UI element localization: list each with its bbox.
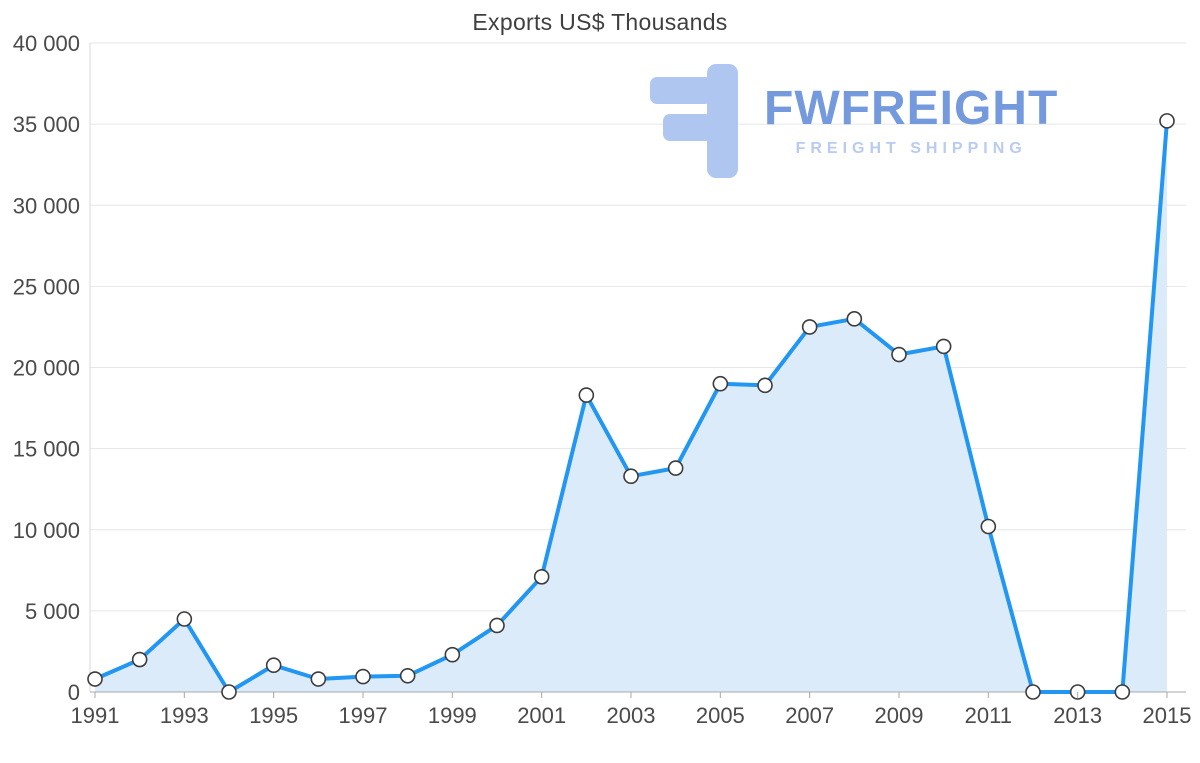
y-axis-label: 25 000 [13, 274, 80, 299]
data-point-marker [310, 671, 327, 687]
y-axis-label: 5 000 [25, 599, 80, 624]
x-axis-label: 2011 [965, 703, 1012, 728]
data-point-marker [667, 460, 684, 476]
x-axis-label: 1999 [428, 703, 477, 728]
data-point-marker [578, 387, 595, 403]
data-point-marker [87, 671, 103, 687]
data-point-marker [1025, 684, 1041, 700]
chart-title: Exports US$ Thousands [472, 9, 728, 35]
data-point-marker [355, 668, 371, 685]
data-point-marker [891, 346, 907, 363]
data-point-marker [846, 311, 863, 327]
data-point-marker [980, 518, 997, 535]
y-axis-label: 20 000 [13, 356, 80, 381]
data-point-marker [1114, 684, 1131, 700]
data-point-marker [489, 617, 505, 634]
data-point-marker [399, 667, 416, 684]
x-axis-label: 2003 [607, 703, 656, 728]
y-axis-label: 0 [68, 680, 80, 705]
x-axis-label: 1991 [71, 703, 120, 728]
y-axis-label: 10 000 [13, 518, 80, 543]
y-axis-label: 40 000 [13, 31, 80, 56]
y-axis-label: 30 000 [13, 193, 80, 218]
data-point-marker [935, 338, 952, 355]
data-point-marker [131, 651, 148, 668]
data-point-marker [623, 468, 639, 485]
x-axis-label: 2015 [1143, 703, 1192, 728]
data-point-marker [757, 377, 773, 394]
x-axis-label: 2005 [696, 703, 745, 728]
data-point-marker [444, 646, 461, 663]
x-axis-label: 2013 [1053, 703, 1102, 728]
data-point-marker [221, 684, 237, 700]
x-axis-label: 1993 [160, 703, 209, 728]
x-axis-label: 2009 [875, 703, 924, 728]
data-point-marker [176, 611, 193, 627]
x-axis-label: 2007 [785, 703, 834, 728]
x-axis-label: 2001 [517, 703, 566, 728]
x-axis-label: 1995 [249, 703, 298, 728]
y-axis-label: 15 000 [13, 437, 80, 462]
data-point-marker [533, 569, 550, 585]
data-point-marker [801, 319, 818, 335]
data-point-marker [265, 657, 282, 674]
data-point-marker [1159, 113, 1175, 129]
x-axis-label: 1997 [339, 703, 388, 728]
area-fill [95, 120, 1167, 692]
data-point-marker [712, 375, 729, 392]
y-axis-label: 35 000 [13, 112, 80, 137]
